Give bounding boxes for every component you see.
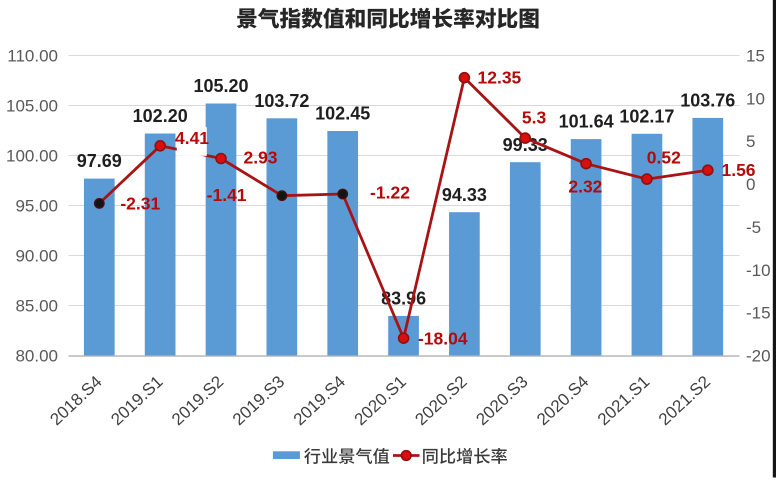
svg-text:2.93: 2.93 <box>243 148 277 168</box>
svg-text:-2.31: -2.31 <box>120 194 160 214</box>
svg-text:99.33: 99.33 <box>503 135 548 155</box>
svg-text:101.64: 101.64 <box>559 112 614 132</box>
svg-text:4.41: 4.41 <box>175 128 209 148</box>
svg-text:103.76: 103.76 <box>680 91 735 111</box>
svg-text:-1.41: -1.41 <box>207 185 247 205</box>
svg-text:-10: -10 <box>746 261 771 280</box>
svg-text:-15: -15 <box>746 304 771 323</box>
svg-text:-20: -20 <box>746 347 771 366</box>
svg-text:-18.04: -18.04 <box>418 328 468 348</box>
svg-text:2.32: 2.32 <box>568 176 602 196</box>
svg-text:105.00: 105.00 <box>6 97 58 116</box>
svg-text:102.45: 102.45 <box>315 104 370 124</box>
svg-text:0: 0 <box>746 175 755 194</box>
svg-text:0.52: 0.52 <box>647 147 681 167</box>
svg-text:97.69: 97.69 <box>77 151 122 171</box>
svg-text:102.20: 102.20 <box>133 106 188 126</box>
svg-text:110.00: 110.00 <box>7 47 58 66</box>
svg-text:103.72: 103.72 <box>254 91 309 111</box>
svg-text:10: 10 <box>746 89 765 108</box>
svg-text:95.00: 95.00 <box>15 197 58 216</box>
svg-text:105.20: 105.20 <box>193 76 248 96</box>
svg-text:85.00: 85.00 <box>15 297 58 316</box>
svg-text:15: 15 <box>746 47 765 66</box>
svg-text:102.17: 102.17 <box>619 106 674 126</box>
svg-text:-5: -5 <box>746 218 761 237</box>
svg-text:5: 5 <box>746 132 755 151</box>
svg-text:94.33: 94.33 <box>442 185 487 205</box>
svg-text:80.00: 80.00 <box>15 347 58 366</box>
svg-text:5.3: 5.3 <box>522 107 547 127</box>
svg-text:1.56: 1.56 <box>721 160 755 180</box>
svg-text:90.00: 90.00 <box>15 247 58 266</box>
svg-text:12.35: 12.35 <box>478 67 522 87</box>
svg-text:100.00: 100.00 <box>6 147 58 166</box>
svg-text:-1.22: -1.22 <box>370 183 410 203</box>
